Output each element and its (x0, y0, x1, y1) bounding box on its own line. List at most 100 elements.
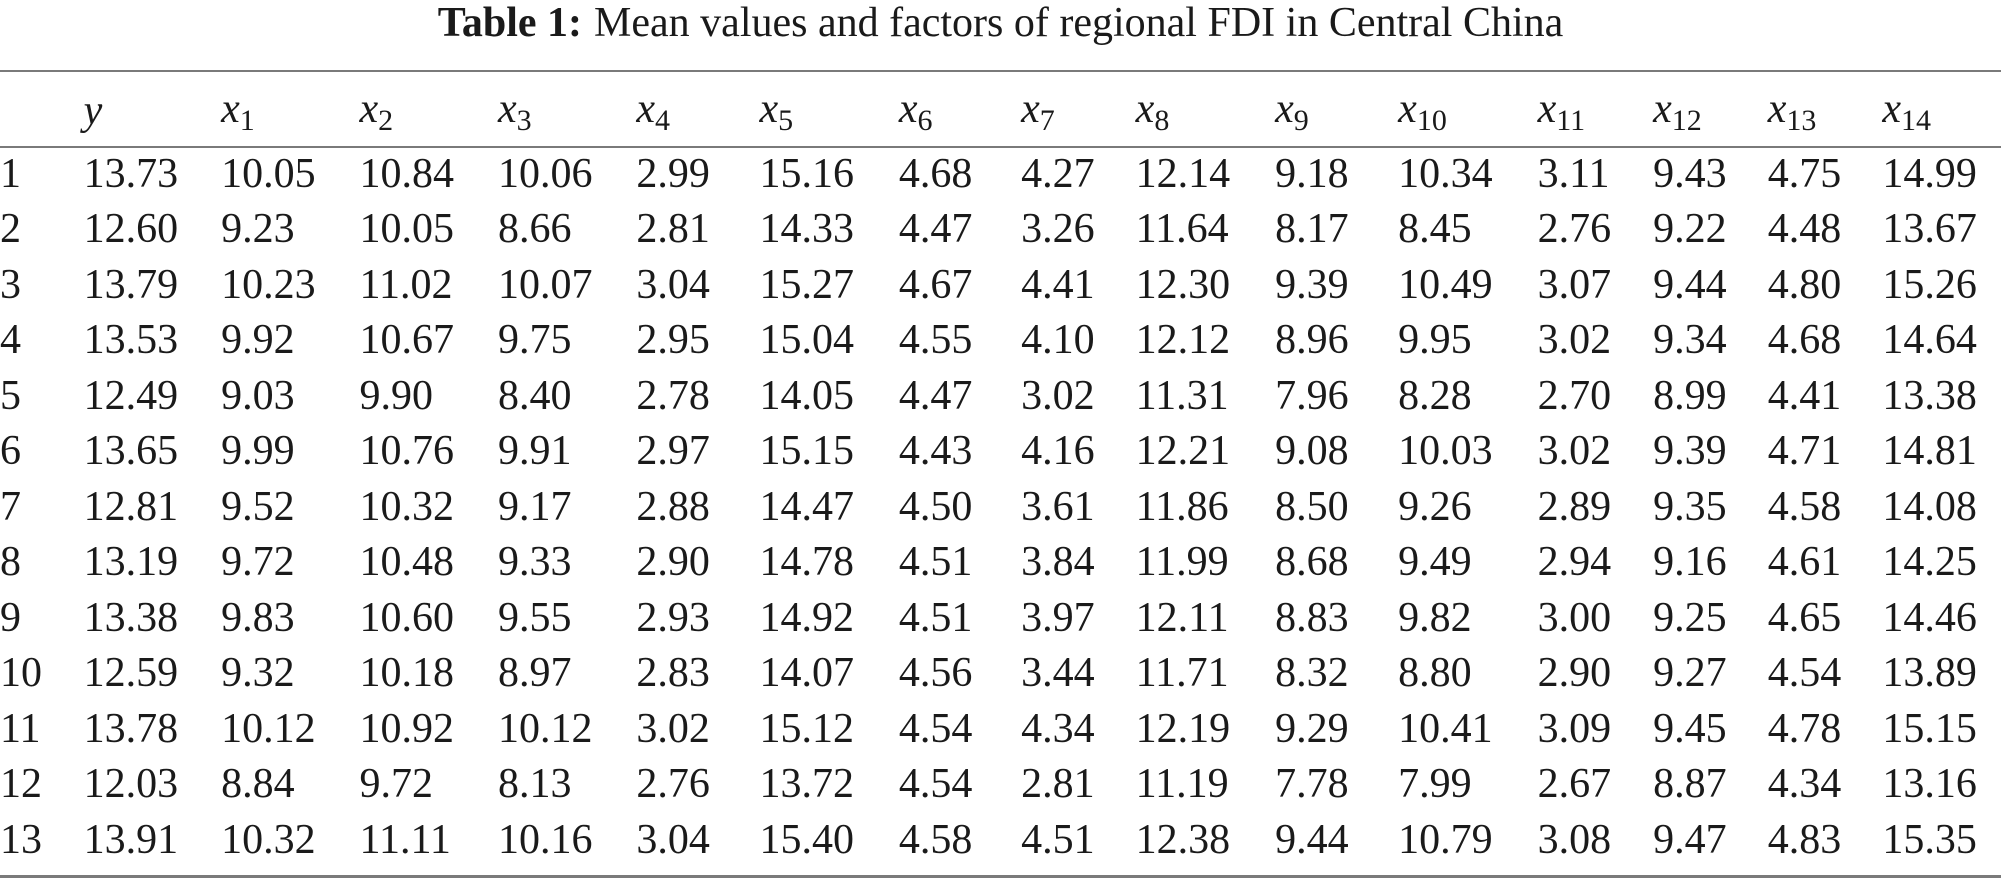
table-cell: 10.32 (359, 483, 455, 530)
table-cell: 7.96 (1275, 372, 1349, 419)
table-cell: 9.75 (497, 317, 572, 364)
table-cell: 10.07 (497, 261, 593, 308)
table-row: 11 13.78 10.12 10.92 10.12 3.02 15.12 4.54 4.34 1… (0, 701, 2001, 757)
table-cell: 9.72 (359, 761, 434, 808)
table-cell: 9.32 (221, 650, 295, 697)
table-cell: 13.38 (83, 594, 179, 641)
header-cell-x9: x9 (1275, 72, 1398, 146)
table-cell: 8.97 (497, 650, 572, 697)
table-cell: 2.97 (636, 428, 710, 475)
table-cell: 10.18 (359, 650, 455, 697)
table-cell: 10.84 (359, 150, 455, 197)
table-cell: 9.82 (1398, 594, 1472, 641)
table-cell: 7.99 (1398, 761, 1472, 808)
table-cell: 2.70 (1537, 372, 1612, 419)
table-cell: 8.13 (497, 761, 572, 808)
header-symbol: x (359, 85, 379, 132)
row-index-cell: 7 (0, 483, 21, 530)
table-cell: 13.79 (83, 261, 179, 308)
table-cell: 8.28 (1398, 372, 1472, 419)
header-cell-x6: x6 (899, 72, 1021, 146)
header-symbol: x (1537, 85, 1557, 132)
table-cell: 4.27 (1021, 150, 1095, 197)
table-cell: 2.94 (1537, 539, 1612, 586)
table-cell: 15.35 (1882, 816, 1977, 863)
table-row: 13 13.91 10.32 11.11 10.16 3.04 15.40 4.58 4.51 1… (0, 812, 2001, 868)
table-cell: 4.48 (1767, 206, 1842, 253)
table-cell: 2.88 (636, 483, 710, 530)
row-index-cell: 11 (0, 705, 41, 752)
table-cell: 4.58 (898, 816, 973, 863)
header-cell-x8: x8 (1136, 72, 1275, 146)
table-cell: 15.27 (759, 261, 855, 308)
table-cell: 9.17 (497, 483, 572, 530)
table-cell: 9.92 (221, 317, 295, 364)
header-subscript: 14 (1900, 103, 1931, 137)
table-cell: 4.10 (1021, 317, 1095, 364)
table-cell: 4.16 (1021, 428, 1095, 475)
table-cell: 10.06 (497, 150, 593, 197)
table-cell: 3.61 (1021, 483, 1095, 530)
table-cell: 13.19 (83, 539, 179, 586)
table-cell: 3.26 (1021, 206, 1095, 253)
table-cell: 3.07 (1537, 261, 1612, 308)
row-index-cell: 6 (0, 428, 21, 475)
table-cell: 8.83 (1275, 594, 1349, 641)
row-index-cell: 4 (0, 317, 21, 364)
table-cell: 12.14 (1135, 150, 1231, 197)
table-cell: 9.52 (221, 483, 295, 530)
table-row: 1 13.73 10.05 10.84 10.06 2.99 15.16 4.68 4.27 12… (0, 146, 2001, 202)
table-cell: 9.91 (497, 428, 572, 475)
data-table: y x1 x2 x3 x4 x5 x6 x7 x8 x9 x10 x11 x12 x13 x14 1 13.7… (0, 72, 2001, 868)
table-cell: 3.02 (636, 705, 710, 752)
header-cell-x11: x11 (1538, 72, 1654, 146)
table-cell: 9.39 (1275, 261, 1349, 308)
row-index-cell: 1 (0, 150, 21, 197)
table-cell: 4.47 (898, 372, 973, 419)
table-cell: 10.92 (359, 705, 455, 752)
header-rule (0, 146, 2001, 148)
table-cell: 9.33 (497, 539, 572, 586)
table-cell: 14.07 (759, 650, 855, 697)
table-cell: 9.55 (497, 594, 572, 641)
table-cell: 4.47 (898, 206, 973, 253)
header-cell-x4: x4 (636, 72, 759, 146)
table-cell: 4.78 (1767, 705, 1842, 752)
table-cell: 3.02 (1537, 317, 1612, 364)
table-cell: 3.09 (1537, 705, 1612, 752)
table-cell: 9.99 (221, 428, 295, 475)
table-cell: 4.83 (1767, 816, 1842, 863)
header-symbol: x (1882, 85, 1901, 132)
table-cell: 10.05 (221, 150, 316, 197)
table-cell: 4.80 (1767, 261, 1842, 308)
table-cell: 12.12 (1135, 317, 1231, 364)
table-cell: 10.34 (1398, 150, 1493, 197)
header-symbol: x (1767, 85, 1787, 132)
table-cell: 3.00 (1537, 594, 1612, 641)
table-cell: 12.19 (1135, 705, 1231, 752)
row-index-cell: 3 (0, 261, 21, 308)
table-cell: 13.73 (83, 150, 179, 197)
table-body: 1 13.73 10.05 10.84 10.06 2.99 15.16 4.68 4.27 12… (0, 146, 2001, 868)
table-cell: 10.49 (1398, 261, 1493, 308)
table-cell: 13.78 (83, 705, 179, 752)
table-row: 10 12.59 9.32 10.18 8.97 2.83 14.07 4.56 3.44 11.… (0, 646, 2001, 702)
table-cell: 10.16 (497, 816, 593, 863)
table-cell: 11.19 (1135, 761, 1229, 808)
table-cell: 14.78 (759, 539, 855, 586)
table-cell: 13.53 (83, 317, 179, 364)
row-index-cell: 5 (0, 372, 21, 419)
header-symbol: x (221, 85, 240, 132)
table-cell: 15.04 (759, 317, 855, 364)
table-cell: 9.95 (1398, 317, 1472, 364)
table-cell: 4.68 (898, 150, 973, 197)
header-cell-x13: x13 (1768, 72, 1883, 146)
table-cell: 4.51 (898, 594, 973, 641)
table-cell: 11.11 (359, 816, 451, 863)
header-subscript: 8 (1154, 103, 1170, 137)
table-cell: 3.04 (636, 816, 710, 863)
row-index-cell: 8 (0, 539, 21, 586)
header-cell-x10: x10 (1398, 72, 1537, 146)
header-symbol: x (636, 85, 656, 132)
table-row: 7 12.81 9.52 10.32 9.17 2.88 14.47 4.50 3.61 11.8… (0, 479, 2001, 535)
